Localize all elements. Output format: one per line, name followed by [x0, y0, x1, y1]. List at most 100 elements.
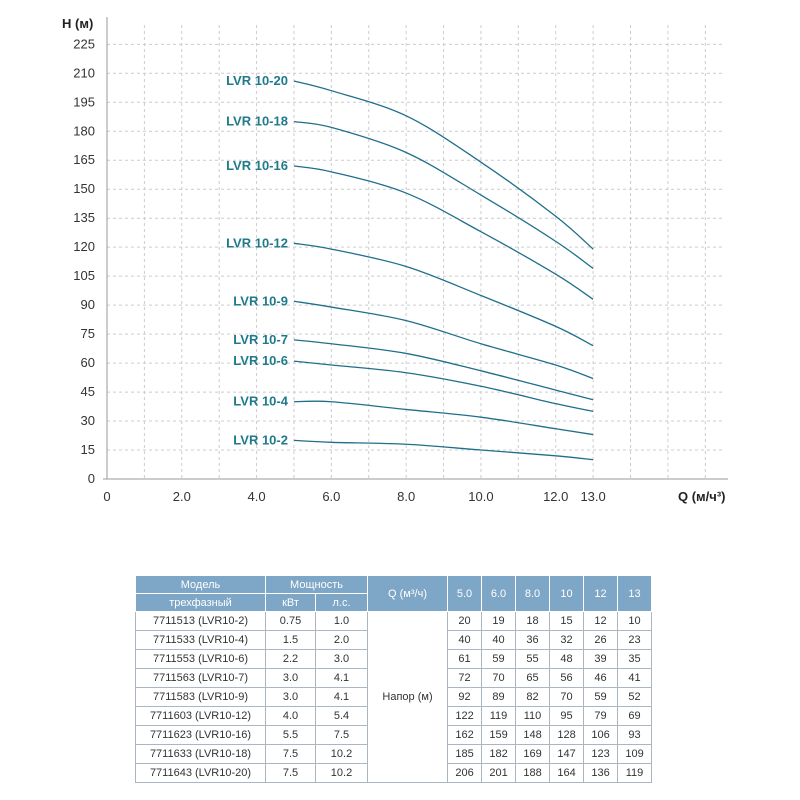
head-value-cell: 185 — [447, 744, 483, 764]
head-value-cell: 109 — [617, 744, 653, 764]
series-line — [293, 339, 594, 401]
flow-header: 8.0 — [515, 575, 551, 612]
series-line — [293, 439, 594, 461]
kw-cell: 1.5 — [265, 630, 316, 650]
series-label: LVR 10-4 — [233, 394, 288, 409]
y-tick-label: 195 — [73, 94, 95, 109]
head-value-cell: 182 — [481, 744, 517, 764]
series-label: LVR 10-6 — [233, 353, 288, 368]
head-value-cell: 123 — [583, 744, 619, 764]
hp-cell: 10.2 — [314, 744, 369, 764]
head-value-cell: 20 — [447, 611, 483, 631]
table-body: 7711513 (LVR10-2) 0.75 1.0 Напор (м) 20 19 18 1… — [135, 611, 653, 783]
series-line — [293, 80, 594, 250]
head-value-cell: 119 — [617, 763, 653, 783]
head-value-cell: 72 — [447, 668, 483, 688]
head-value-cell: 15 — [549, 611, 585, 631]
head-value-cell: 106 — [583, 725, 619, 745]
pump-data-table: Модель Мощность Q (м³/ч) 5.0 6.0 8.0 10 … — [135, 575, 653, 783]
head-value-cell: 89 — [481, 687, 517, 707]
head-value-cell: 82 — [515, 687, 551, 707]
head-value-cell: 59 — [481, 649, 517, 669]
y-tick-label: 105 — [73, 268, 95, 283]
head-value-cell: 147 — [549, 744, 585, 764]
head-value-cell: 61 — [447, 649, 483, 669]
model-cell: 7711643 (LVR10-20) — [135, 763, 266, 783]
hp-cell: 10.2 — [314, 763, 369, 783]
kw-cell: 0.75 — [265, 611, 316, 631]
head-value-cell: 201 — [481, 763, 517, 783]
head-value-cell: 12 — [583, 611, 619, 631]
kw-cell: 5.5 — [265, 725, 316, 745]
head-value-cell: 65 — [515, 668, 551, 688]
series-labels: LVR 10-20 LVR 10-18 LVR 10-16 LVR 10-12 LVR … — [226, 73, 289, 447]
y-tick-label: 225 — [73, 36, 95, 51]
model-cell: 7711633 (LVR10-18) — [135, 744, 266, 764]
model-cell: 7711623 (LVR10-16) — [135, 725, 266, 745]
hp-cell: 2.0 — [314, 630, 369, 650]
pump-curve-chart: 0 15 30 45 60 75 90 105 120 135 150 165 180 195 210 225… — [62, 16, 728, 504]
hp-cell: 3.0 — [314, 649, 369, 669]
y-tick-label: 75 — [81, 326, 95, 341]
hp-cell: 4.1 — [314, 668, 369, 688]
head-value-cell: 26 — [583, 630, 619, 650]
head-value-cell: 162 — [447, 725, 483, 745]
kw-cell: 4.0 — [265, 706, 316, 726]
hp-cell: 7.5 — [314, 725, 369, 745]
model-cell: 7711603 (LVR10-12) — [135, 706, 266, 726]
y-tick-label: 15 — [81, 442, 95, 457]
series-line — [293, 360, 594, 413]
head-value-cell: 59 — [583, 687, 619, 707]
head-value-cell: 10 — [617, 611, 653, 631]
x-tick-label: 12.0 — [543, 489, 568, 504]
hp-cell: 5.4 — [314, 706, 369, 726]
series-label: LVR 10-12 — [226, 235, 288, 250]
head-value-cell: 40 — [447, 630, 483, 650]
kw-cell: 7.5 — [265, 763, 316, 783]
head-value-cell: 136 — [583, 763, 619, 783]
head-value-cell: 69 — [617, 706, 653, 726]
head-value-cell: 93 — [617, 725, 653, 745]
series-label: LVR 10-9 — [233, 293, 288, 308]
head-value-cell: 188 — [515, 763, 551, 783]
table-row: 7711623 (LVR10-16) 5.5 7.5 162 159 148 128 106 9… — [135, 725, 653, 745]
flow-header: 12 — [583, 575, 619, 612]
head-value-cell: 122 — [447, 706, 483, 726]
series-line — [293, 400, 594, 436]
head-value-cell: 40 — [481, 630, 517, 650]
series-line — [293, 300, 594, 380]
y-tick-label: 0 — [88, 471, 95, 486]
head-value-cell: 169 — [515, 744, 551, 764]
y-axis-title: H (м) — [62, 16, 93, 31]
x-tick-label: 2.0 — [173, 489, 191, 504]
flow-header: 10 — [549, 575, 585, 612]
y-tick-label: 90 — [81, 297, 95, 312]
hp-cell: 1.0 — [314, 611, 369, 631]
y-tick-label: 210 — [73, 65, 95, 80]
x-tick-label: 4.0 — [248, 489, 266, 504]
head-value-cell: 36 — [515, 630, 551, 650]
kw-cell: 3.0 — [265, 668, 316, 688]
head-value-cell: 119 — [481, 706, 517, 726]
head-value-cell: 159 — [481, 725, 517, 745]
table-row: 7711643 (LVR10-20) 7.5 10.2 206 201 188 164 136… — [135, 763, 653, 783]
napor-label: Напор (м) — [367, 611, 449, 783]
x-tick-label: 13.0 — [580, 489, 605, 504]
head-value-cell: 52 — [617, 687, 653, 707]
head-value-cell: 46 — [583, 668, 619, 688]
flow-header: 13 — [617, 575, 653, 612]
series-label: LVR 10-16 — [226, 158, 288, 173]
q-header: Q (м³/ч) — [367, 575, 449, 612]
hp-cell: 4.1 — [314, 687, 369, 707]
head-value-cell: 95 — [549, 706, 585, 726]
y-tick-label: 165 — [73, 152, 95, 167]
head-value-cell: 41 — [617, 668, 653, 688]
model-cell: 7711563 (LVR10-7) — [135, 668, 266, 688]
kw-cell: 7.5 — [265, 744, 316, 764]
y-tick-label: 150 — [73, 181, 95, 196]
head-value-cell: 70 — [481, 668, 517, 688]
head-value-cell: 23 — [617, 630, 653, 650]
x-tick-label: 10.0 — [468, 489, 493, 504]
kw-cell: 2.2 — [265, 649, 316, 669]
x-axis-title: Q (м/ч³) — [678, 489, 726, 504]
